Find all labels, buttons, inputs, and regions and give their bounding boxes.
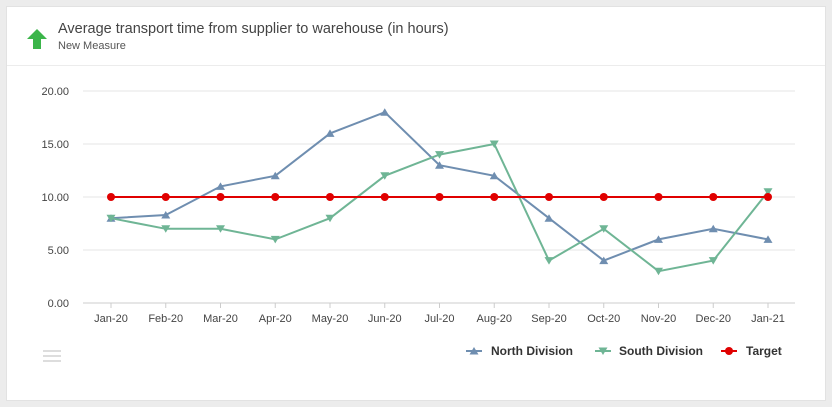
legend-label: South Division <box>619 344 703 358</box>
up-arrow-icon <box>27 29 47 49</box>
legend-item[interactable]: North Division <box>466 344 573 358</box>
data-point <box>708 224 718 233</box>
data-point <box>489 171 499 180</box>
series-north-division <box>106 108 773 265</box>
data-point <box>599 256 609 265</box>
x-tick-label: May-20 <box>312 313 349 325</box>
y-tick-label: 20.00 <box>41 86 69 98</box>
data-point <box>654 193 663 201</box>
legend-label: Target <box>746 344 782 358</box>
x-tick-label: Jan-20 <box>94 313 128 325</box>
data-point <box>325 214 335 223</box>
chart-card: Average transport time from supplier to … <box>6 6 826 401</box>
data-point <box>489 140 499 148</box>
data-point <box>545 193 553 201</box>
data-point <box>380 172 390 180</box>
legend: North Division South Division Target <box>466 344 782 358</box>
data-point <box>107 193 115 201</box>
x-tick-label: Oct-20 <box>587 313 620 325</box>
data-point <box>380 193 389 201</box>
data-point <box>599 193 608 201</box>
data-point <box>654 235 663 243</box>
data-point <box>763 235 773 243</box>
x-tick-label: Dec-20 <box>696 313 731 325</box>
data-point <box>764 193 772 201</box>
data-point <box>106 214 116 223</box>
data-point <box>435 151 444 159</box>
data-point <box>325 129 335 137</box>
chart-header: Average transport time from supplier to … <box>7 7 825 66</box>
legend-item[interactable]: Target <box>721 344 782 358</box>
data-point <box>544 257 554 265</box>
series <box>106 108 773 276</box>
y-tick-label: 5.00 <box>48 245 69 257</box>
data-point <box>161 211 171 219</box>
data-point <box>216 225 225 233</box>
x-tick-label: Nov-20 <box>641 313 676 325</box>
legend-marker <box>469 347 479 355</box>
data-point <box>270 171 280 180</box>
legend-marker <box>725 347 733 355</box>
data-point <box>161 193 170 201</box>
hamburger-menu-icon[interactable] <box>43 349 61 363</box>
x-tick-label: Jan-21 <box>751 313 785 325</box>
y-tick-label: 15.00 <box>41 139 69 151</box>
data-point <box>216 182 225 190</box>
data-point <box>544 214 554 222</box>
data-point <box>654 267 663 276</box>
x-tick-label: Jun-20 <box>368 313 402 325</box>
x-tick-label: Mar-20 <box>203 313 238 325</box>
data-point <box>435 161 444 169</box>
data-point <box>326 193 334 201</box>
legend-label: North Division <box>491 344 573 358</box>
series-line <box>110 111 769 262</box>
x-tick-label: Apr-20 <box>259 313 292 325</box>
data-point <box>380 108 390 116</box>
data-point <box>599 225 609 233</box>
series-south-division <box>106 140 773 276</box>
data-point <box>435 193 444 201</box>
data-point <box>709 193 718 201</box>
data-point <box>763 188 773 196</box>
axes: 0.00 5.00 10.00 15.00 20.00 Jan-20 Feb-20 Mar-2… <box>41 86 784 325</box>
x-tick-label: Feb-20 <box>148 313 183 325</box>
chart-subtitle: New Measure <box>58 40 126 52</box>
x-tick-label: Jul-20 <box>425 313 455 325</box>
y-tick-label: 10.00 <box>41 192 69 204</box>
series-target <box>107 193 772 201</box>
x-tick-label: Sep-20 <box>531 313 566 325</box>
y-tick-label: 0.00 <box>48 298 69 310</box>
data-point <box>708 257 718 265</box>
data-point <box>270 235 280 244</box>
data-point <box>216 193 225 201</box>
x-tick-label: Aug-20 <box>477 313 512 325</box>
data-point <box>161 225 171 233</box>
chart-title: Average transport time from supplier to … <box>58 21 449 37</box>
legend-item[interactable]: South Division <box>595 344 703 358</box>
legend-marker <box>598 347 608 355</box>
data-point <box>490 193 499 201</box>
data-point <box>271 193 280 201</box>
